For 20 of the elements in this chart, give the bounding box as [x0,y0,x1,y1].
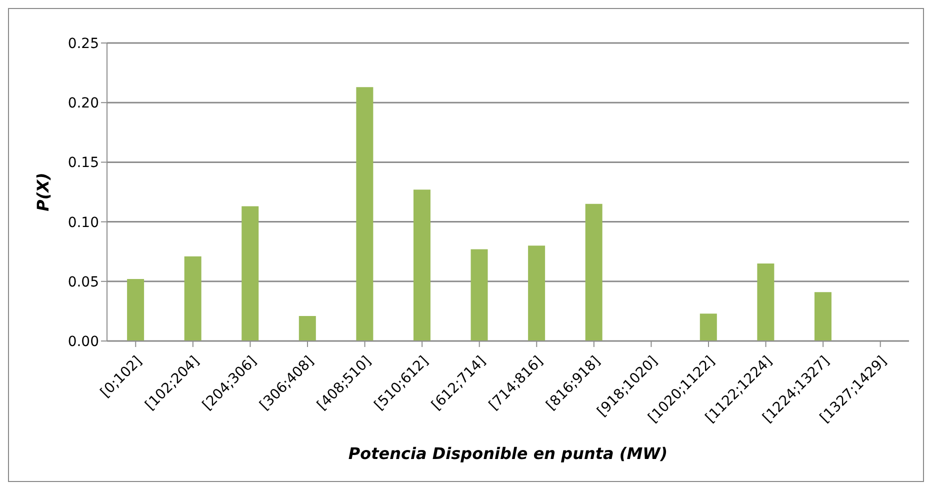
y-tick-label: 0.10 [68,214,99,231]
bar [413,190,430,341]
bar [757,264,774,341]
y-tick-label: 0.00 [68,334,99,350]
bar [184,256,202,341]
bar [298,316,316,341]
bar [814,292,832,341]
bar [470,249,488,341]
bar [127,279,144,341]
y-tick-label: 0.20 [68,96,99,112]
y-tick-label: 0.05 [68,274,99,290]
y-tick-label: 0.25 [68,36,99,52]
x-axis-title: Potencia Disponible en punta (MW) [348,444,668,463]
bar [585,204,602,341]
bar [528,246,546,341]
bar [700,314,717,341]
y-tick-label: 0.15 [68,155,99,172]
bar [242,206,259,341]
bar [356,87,374,341]
y-axis-title: P(X) [34,172,53,212]
